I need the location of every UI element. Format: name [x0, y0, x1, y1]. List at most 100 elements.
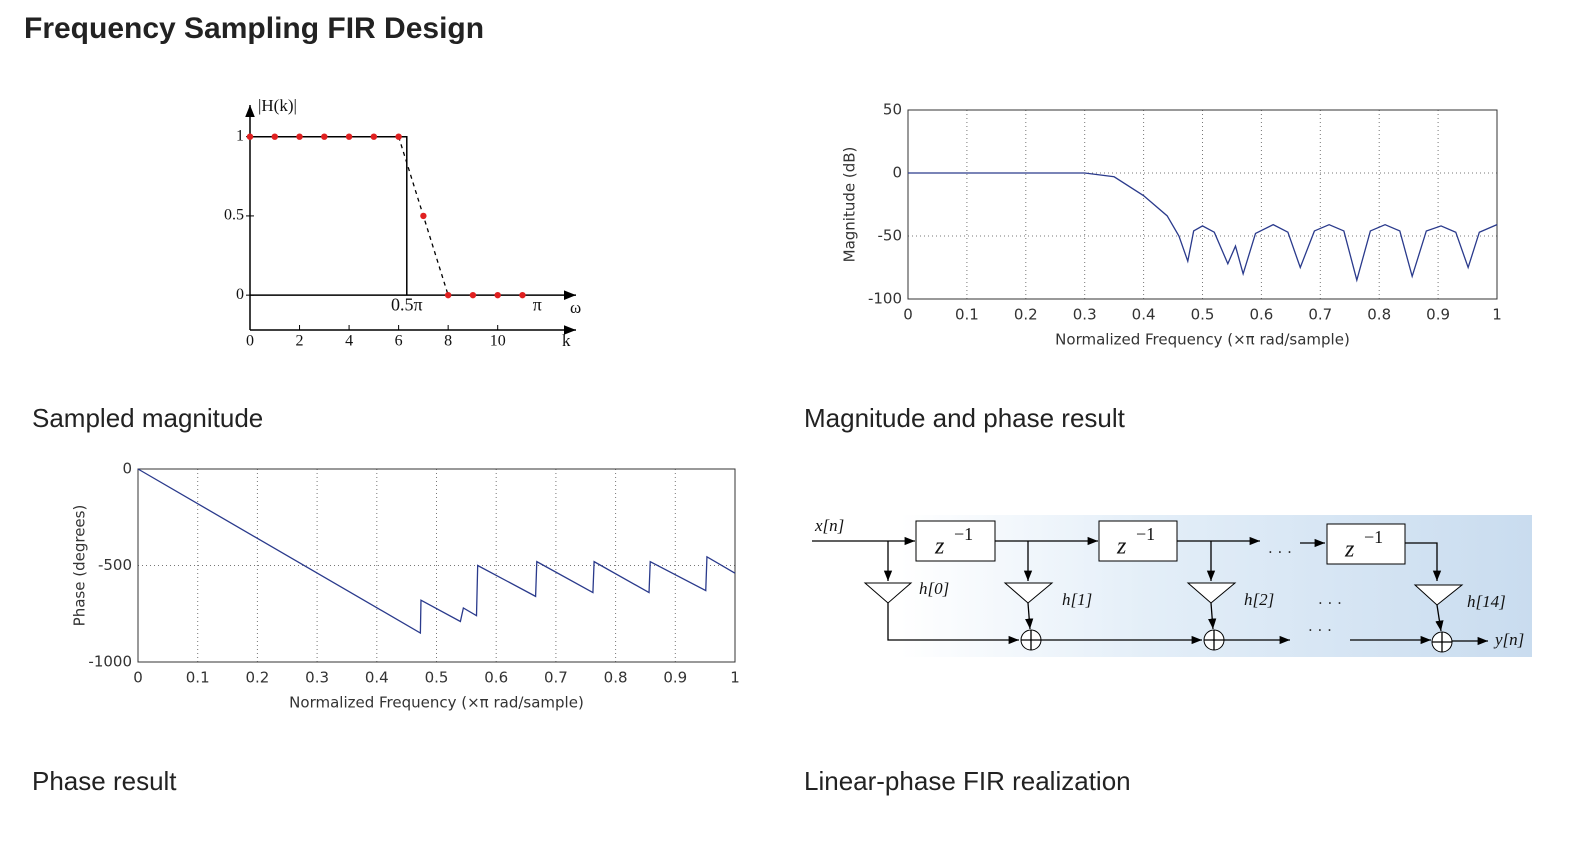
y-tick-label: 0: [236, 286, 244, 303]
x-tick-label: 6: [395, 333, 403, 350]
y-tick-label: 0: [122, 460, 132, 478]
delay-exponent: −1: [1136, 524, 1155, 544]
coefficient-label: h[1]: [1062, 590, 1092, 609]
page-title: Frequency Sampling FIR Design: [24, 12, 484, 45]
x-tick-label: 0.5: [425, 669, 449, 687]
x-tick-label: 0: [246, 333, 254, 350]
ellipsis: · · ·: [1318, 595, 1342, 613]
delay-exponent: −1: [1364, 527, 1383, 547]
x-tick-label: 1: [1492, 306, 1502, 324]
delay-box: [915, 520, 996, 562]
adder-sign: [1204, 630, 1224, 650]
gain: [863, 582, 913, 604]
x-tick-label: 0.9: [663, 669, 687, 687]
sample-point: [271, 133, 278, 140]
delay-label: z: [1116, 534, 1127, 560]
x-tick-label: 0.4: [365, 669, 389, 687]
sample-point: [469, 291, 477, 299]
x-tick-label: 0.7: [1308, 306, 1332, 324]
caption: Linear-phase FIR realization: [804, 766, 1131, 796]
sample-point: [420, 212, 427, 220]
signal-line: [887, 603, 1019, 645]
coefficient-label: h[14]: [1467, 592, 1506, 611]
x-axis-label: Normalized Frequency (×π rad/sample): [1055, 331, 1350, 349]
y-axis-label: Phase (degrees): [71, 505, 89, 627]
y-tick-label: 1: [236, 127, 244, 144]
sample-point: [296, 133, 303, 140]
sample-point: [395, 133, 402, 140]
y-tick-label: -1000: [88, 653, 132, 671]
x-tick-label: 4: [345, 333, 353, 350]
signal-line: [1208, 602, 1217, 630]
delay-box: [1098, 520, 1178, 562]
delay-exponent: −1: [954, 524, 973, 544]
plot-frame: [137, 468, 736, 663]
x-tick-label: 0.6: [484, 669, 508, 687]
output-label: y[n]: [1493, 630, 1524, 649]
gain: [1413, 584, 1464, 606]
y-tick-label: -500: [98, 556, 132, 574]
x-tick-label: 0.8: [1367, 306, 1391, 324]
input-label: x[n]: [814, 516, 844, 535]
caption: Phase result: [32, 766, 177, 796]
sample-point: [494, 291, 501, 299]
y-axis-label: |H(k)|: [258, 96, 297, 115]
x-tick-label: 0.7: [544, 669, 568, 687]
ellipsis: · · ·: [1308, 622, 1332, 640]
adder-sign: [1432, 632, 1452, 652]
x-tick-label: 0.9: [1426, 306, 1450, 324]
sample-point: [345, 133, 353, 140]
y-tick-label: 0: [892, 164, 902, 182]
data-line: [908, 172, 1498, 283]
sample-point: [321, 133, 328, 140]
delay-label: z: [934, 534, 945, 560]
x-tick-label: 0.8: [604, 669, 628, 687]
delay-label: z: [1344, 537, 1355, 563]
ellipsis: · · ·: [1268, 544, 1292, 562]
y-tick-label: 50: [883, 101, 902, 119]
sample-point: [370, 133, 378, 140]
signal-line: [1405, 542, 1442, 581]
x-axis-label: Normalized Frequency (×π rad/sample): [289, 694, 584, 712]
ideal-response: [250, 135, 408, 296]
plot-frame: [907, 109, 1498, 300]
y-tick-label: 0.5: [224, 207, 244, 224]
x-tick-label: 0.4: [1132, 306, 1156, 324]
x-tick-label: 8: [444, 333, 452, 350]
x-tick-label: 0.5: [1191, 306, 1215, 324]
x-tick-label: 0.2: [245, 669, 269, 687]
delay-box: [1326, 523, 1406, 565]
x2-axis-label: ω: [570, 298, 581, 317]
x-tick-label: 0.1: [186, 669, 210, 687]
data-line: [137, 468, 736, 635]
x-tick-label: 0.3: [305, 669, 329, 687]
sample-point: [519, 291, 526, 299]
caption: Magnitude and phase result: [804, 403, 1126, 433]
caption: Sampled magnitude: [32, 403, 263, 433]
coefficient-label: h[2]: [1244, 590, 1274, 609]
sample-point: [246, 133, 254, 140]
x-tick-label: 0.1: [955, 306, 979, 324]
x2-tick-label: π: [533, 294, 542, 314]
y-tick-label: -100: [868, 290, 902, 308]
x-tick-label: 0: [903, 306, 913, 324]
y-tick-label: -50: [878, 227, 903, 245]
gain: [1186, 582, 1237, 604]
y-axis-label: Magnitude (dB): [841, 147, 859, 263]
x-tick-label: 0.3: [1073, 306, 1097, 324]
signal-line: [1435, 604, 1444, 632]
coefficient-label: h[0]: [919, 579, 949, 598]
fir-diagram: x[n] z −1 z −1 · · · z −1 h[0] h[1] h[2]: [812, 515, 1532, 657]
x-tick-label: 0.6: [1249, 306, 1273, 324]
gain: [1003, 582, 1054, 604]
signal-line: [1025, 602, 1034, 630]
x2-tick-label: 0.5π: [391, 294, 423, 314]
x-tick-label: 0: [133, 669, 143, 687]
x-tick-label: 2: [296, 333, 304, 350]
x-axis-label: k: [562, 331, 571, 350]
x-tick-label: 1: [730, 669, 740, 687]
adder-sign: [1021, 630, 1041, 650]
x-tick-label: 0.2: [1014, 306, 1038, 324]
x-tick-label: 10: [490, 333, 506, 350]
